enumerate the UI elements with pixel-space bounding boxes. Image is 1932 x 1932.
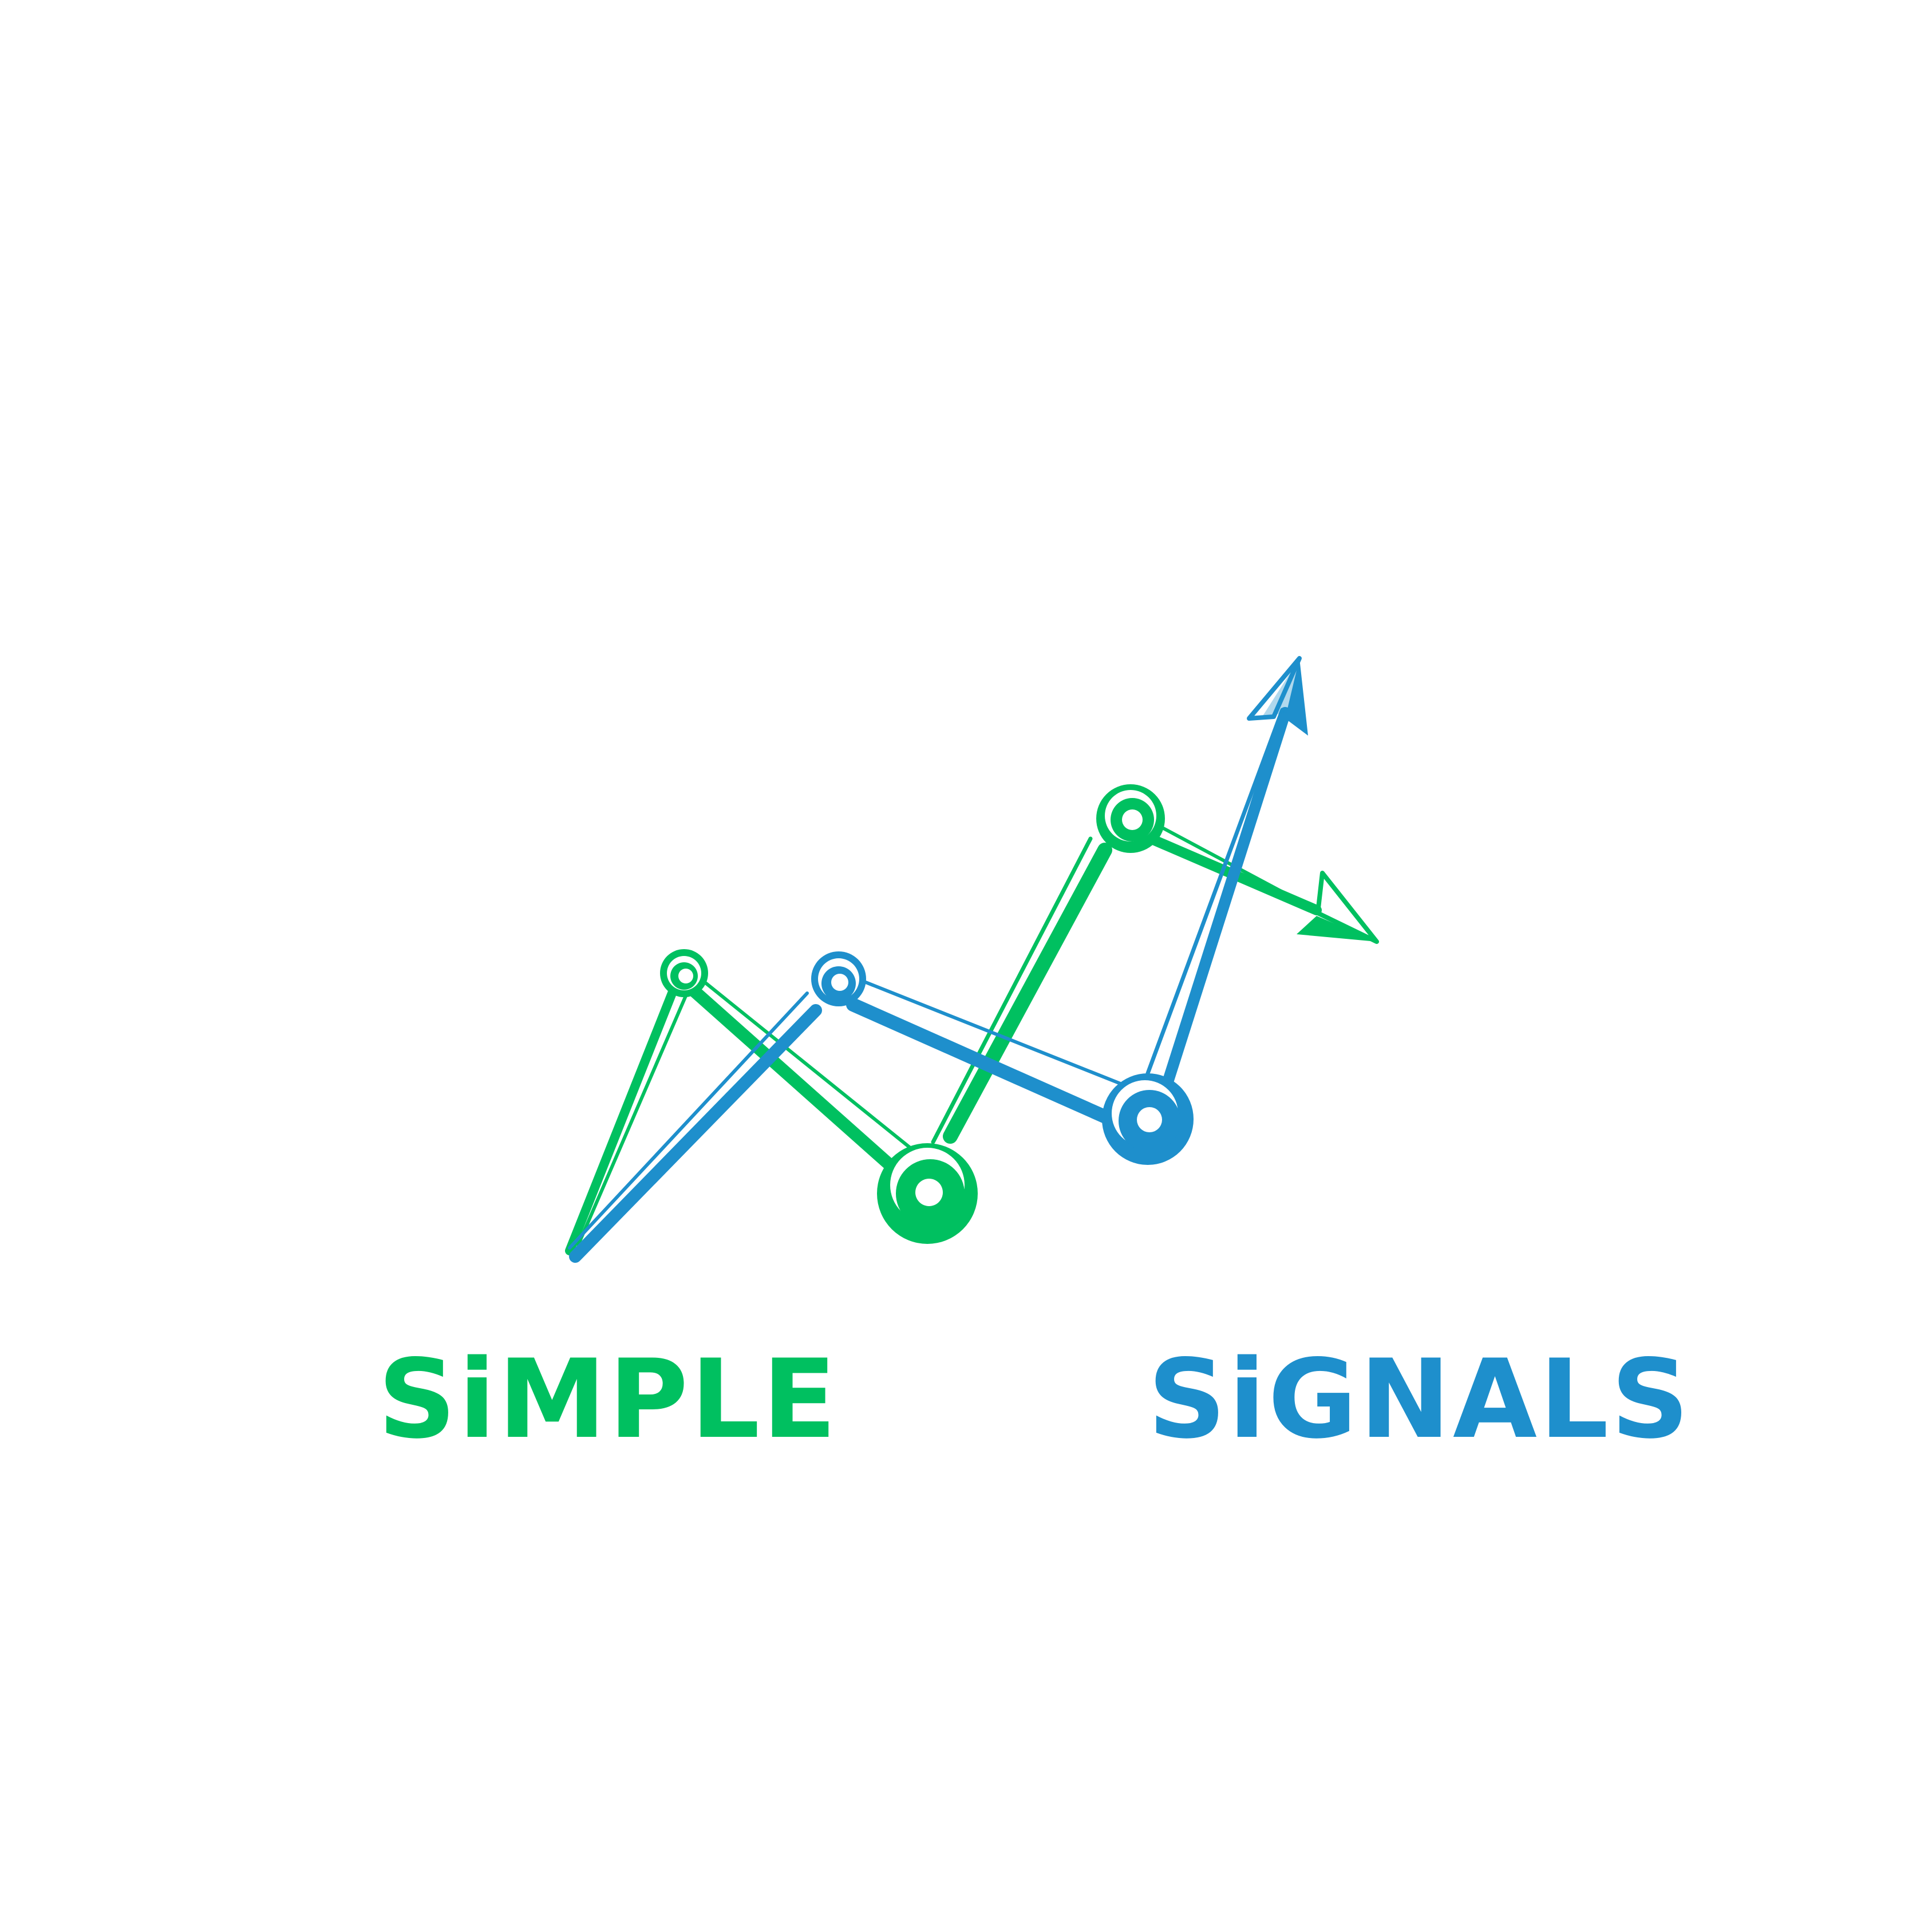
green-signal-line <box>565 820 1322 1255</box>
node-blue-5 <box>1102 1073 1194 1165</box>
node-green-3 <box>877 1143 978 1244</box>
arrow-up-icon <box>1247 656 1308 736</box>
node-green-4 <box>1096 784 1165 853</box>
blue-signal-line <box>568 707 1291 1263</box>
node-green-1 <box>660 949 708 997</box>
brand-word-simple: SiMPLE <box>378 1336 839 1463</box>
node-blue-2 <box>811 951 866 1006</box>
brand-word-signals: SiGNALS <box>1148 1336 1692 1463</box>
arrow-right-icon <box>1297 871 1379 944</box>
